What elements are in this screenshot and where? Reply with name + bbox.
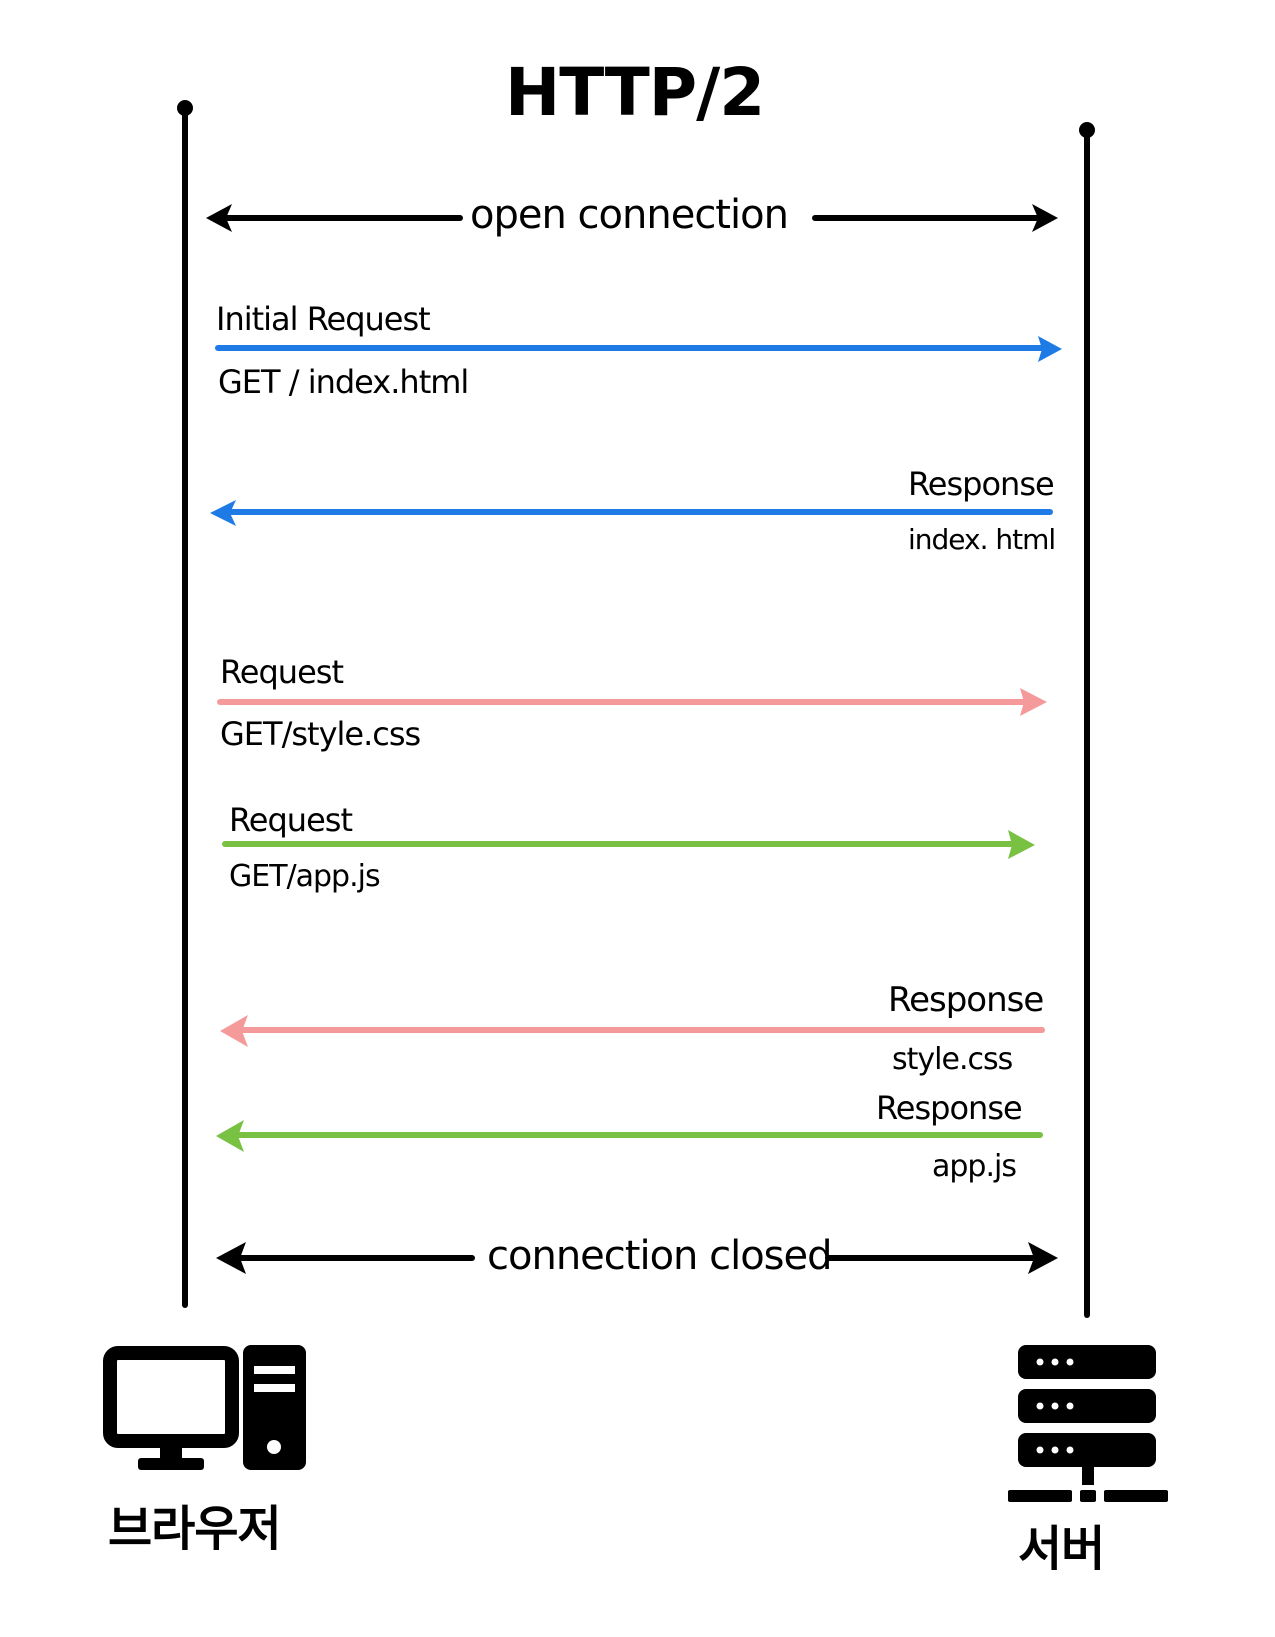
message-detail: GET / index.html xyxy=(218,363,469,401)
closed-connection-arrowhead-right xyxy=(1028,1242,1058,1274)
message-detail: index. html xyxy=(908,523,1056,556)
message-label: Response xyxy=(888,980,1044,1020)
response-style-arrowhead xyxy=(220,1015,248,1047)
response-index-arrowhead xyxy=(210,500,236,526)
request-style-arrowhead xyxy=(1020,688,1047,716)
desktop-computer-icon xyxy=(103,1345,306,1470)
message-label: Response xyxy=(876,1089,1023,1127)
message-detail: GET/app.js xyxy=(229,859,381,894)
message-label: Request xyxy=(220,653,344,691)
message-label: Request xyxy=(229,801,353,839)
server-rack-icon xyxy=(1008,1345,1168,1502)
closed-connection-arrowhead-left xyxy=(216,1242,246,1274)
server-label: 서버 xyxy=(1018,1521,1105,1577)
initial-request-arrowhead xyxy=(1038,336,1062,362)
client-label: 브라우저 xyxy=(108,1501,282,1557)
message-label: Initial Request xyxy=(216,300,431,338)
message-label: Response xyxy=(908,465,1055,503)
message-detail: GET/style.css xyxy=(220,715,421,753)
client-lifeline-dot xyxy=(177,100,193,116)
diagram-title: HTTP/2 xyxy=(505,54,765,131)
request-app-arrowhead xyxy=(1008,830,1035,859)
server-lifeline-dot xyxy=(1079,122,1095,138)
message-detail: app.js xyxy=(932,1149,1017,1184)
open-connection-arrowhead-left xyxy=(206,204,232,232)
response-app-arrowhead xyxy=(216,1120,244,1152)
open-connection-label: open connection xyxy=(470,192,789,238)
closed-connection-label: connection closed xyxy=(487,1233,833,1279)
open-connection-arrowhead-right xyxy=(1032,204,1058,232)
message-detail: style.css xyxy=(892,1042,1013,1077)
